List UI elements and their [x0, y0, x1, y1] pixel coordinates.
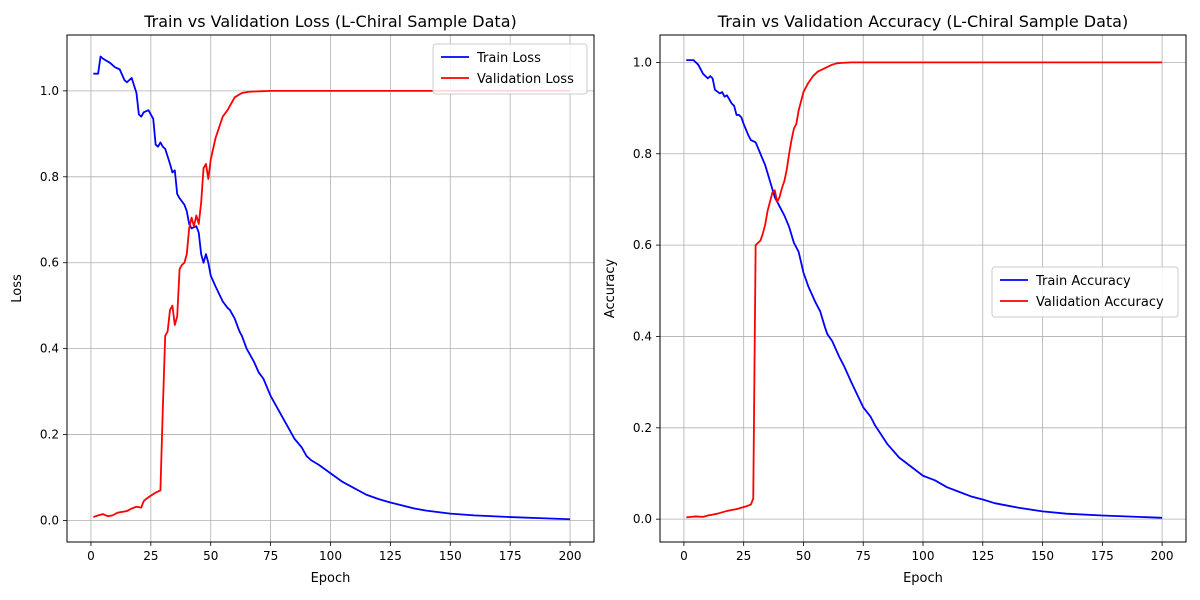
legend-label: Validation Loss: [477, 72, 574, 87]
series-line-train: [686, 59, 1163, 519]
x-tick-label: 25: [736, 549, 751, 563]
x-tick-label: 125: [379, 549, 402, 563]
x-tick-label: 100: [912, 549, 935, 563]
x-tick-label: 25: [143, 549, 158, 563]
y-tick-label: 0.4: [633, 329, 652, 343]
legend: Train Accuracy Validation Accuracy: [991, 266, 1179, 318]
y-axis-label: Accuracy: [603, 259, 618, 319]
legend: Train Loss Validation Loss: [432, 43, 588, 95]
y-tick-label: 0.2: [633, 421, 652, 435]
y-tick-label: 0.8: [40, 170, 59, 184]
x-tick-label: 150: [439, 549, 462, 563]
x-tick-label: 0: [87, 549, 95, 563]
legend-label: Train Loss: [476, 51, 541, 66]
x-tick-label: 50: [203, 549, 218, 563]
series-line-validation: [93, 89, 571, 518]
x-tick-label: 100: [319, 549, 342, 563]
accuracy-chart: 0 25 50 75 100 125 150 175 200 0.0 0.2 0.4 0.6 0.8 1.0…: [603, 12, 1187, 586]
x-tick-label: 50: [796, 549, 811, 563]
loss-chart: 0 25 50 75 100 125 150 175 200 0.0 0.2 0.4 0.6 0.8 1.0…: [10, 12, 595, 586]
y-tick-label: 0.6: [633, 238, 652, 252]
chart-title: Train vs Validation Loss (L-Chiral Sampl…: [143, 12, 516, 31]
y-tick-label: 0.4: [40, 342, 59, 356]
x-axis-label: Epoch: [311, 571, 351, 586]
y-tick-label: 0.0: [633, 512, 652, 526]
x-tick-label: 200: [559, 549, 582, 563]
y-tick-label: 0.0: [40, 514, 59, 528]
y-tick-label: 0.8: [633, 147, 652, 161]
y-axis-label: Loss: [10, 274, 25, 303]
y-tick-label: 1.0: [633, 55, 652, 69]
x-tick-label: 0: [680, 549, 688, 563]
y-tick-label: 0.2: [40, 428, 59, 442]
legend-label: Train Accuracy: [1035, 274, 1131, 289]
x-tick-label: 175: [1091, 549, 1114, 563]
x-tick-label: 75: [263, 549, 278, 563]
x-tick-label: 175: [499, 549, 522, 563]
x-tick-label: 200: [1151, 549, 1174, 563]
legend-label: Validation Accuracy: [1036, 295, 1164, 310]
x-tick-label: 125: [971, 549, 994, 563]
grid: [67, 35, 594, 542]
x-axis-label: Epoch: [903, 571, 943, 586]
legend-box: [991, 266, 1179, 318]
x-tick-label: 150: [1031, 549, 1054, 563]
x-tick-label: 75: [856, 549, 871, 563]
legend-box: [432, 43, 588, 95]
series-line-validation: [686, 61, 1163, 519]
series-line-train: [93, 55, 571, 521]
y-tick-label: 1.0: [40, 84, 59, 98]
y-tick-label: 0.6: [40, 256, 59, 270]
chart-title: Train vs Validation Accuracy (L-Chiral S…: [717, 12, 1128, 31]
